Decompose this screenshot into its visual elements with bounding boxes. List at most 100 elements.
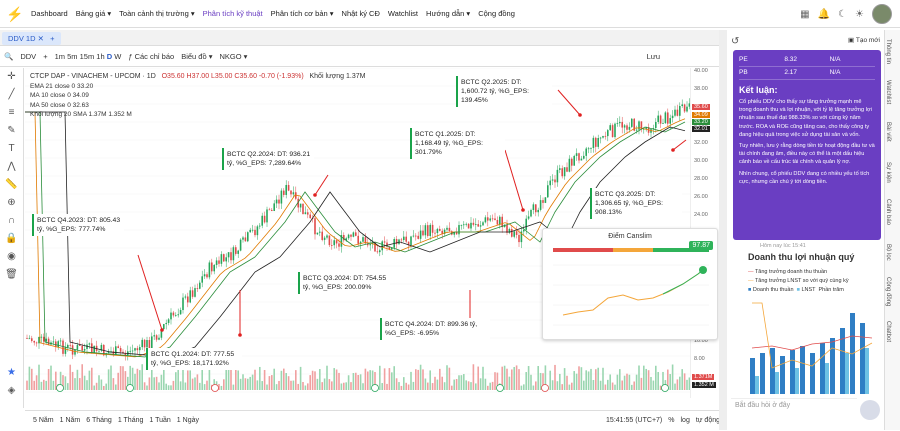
add-icon[interactable]: + (43, 52, 48, 61)
nav-item[interactable]: Phân tích cơ bản ▾ (270, 9, 334, 18)
nav-item[interactable]: Toàn cảnh thị trường ▾ (119, 9, 195, 18)
timeframe-5m[interactable]: 5m (67, 52, 80, 61)
ratio-row: PB 2.17 N/A (739, 67, 875, 80)
earnings-annotation[interactable]: BCTC Q4.2023: DT: 805.43 tỷ, %G_EPS: 777… (32, 214, 124, 236)
drawing-toolbar: ✛ ╱ ≡ ✎ T ⋀ 📏 ⊕ ∩ 🔒 ◉ 🗑 ★ ◈ (0, 68, 24, 408)
panel-divider[interactable] (719, 30, 727, 430)
right-vertical-tabs: Thông tin Watchlist Bài viết Sự kiện Cảnh bá… (884, 30, 900, 430)
ma10-legend[interactable]: MA 10 close 0 34.09 (30, 92, 89, 99)
range-button[interactable]: 1 Năm (59, 417, 81, 424)
app-logo-icon[interactable]: ⚡ (6, 5, 24, 22)
earnings-annotation[interactable]: BCTC Q4.2024: DT: 899.36 tỷ, %G_EPS: -6.… (380, 318, 490, 340)
canslim-chart (553, 248, 709, 326)
legend-percent: Phần trăm (818, 287, 844, 293)
earnings-annotation[interactable]: BCTC Q2.2024: DT: 936.21 tỷ, %G_EPS: 7,2… (222, 148, 314, 170)
nav-item[interactable]: Bảng giá ▾ (75, 9, 112, 18)
indicators-button[interactable]: ƒ Các chỉ báo (128, 52, 175, 61)
bottom-time[interactable]: 15:41:55 (UTC+7) (606, 417, 663, 424)
vtab-bộ-lọc[interactable]: Bộ lọc (885, 243, 891, 261)
earnings-annotation[interactable]: BCTC Q2.2025: DT: 1,600.72 tỷ, %G_EPS: 1… (456, 76, 552, 107)
nav-item[interactable]: Cộng đồng (478, 9, 515, 18)
ratio-cell: 8.32 (784, 56, 797, 63)
canslim-score-badge: 97.87 (689, 241, 713, 250)
sun-icon[interactable]: ☀ (855, 8, 864, 20)
vtab-thông-tin[interactable]: Thông tin (885, 39, 891, 65)
revenue-chart-title: Doanh thu lợi nhuận quý (748, 252, 855, 262)
bottom-pct[interactable]: % (668, 417, 675, 424)
bot-avatar-icon[interactable] (860, 400, 880, 420)
earnings-annotation[interactable]: BCTC Q1.2024: DT: 777.55 tỷ, %G_EPS: 18,… (146, 348, 242, 370)
message-time: Hôm nay lúc 15:41 (760, 243, 806, 249)
nav-item[interactable]: Watchlist (387, 9, 419, 18)
crosshair-icon[interactable]: ✛ (7, 71, 16, 82)
price-tick: 40.00 (694, 68, 708, 74)
earnings-annotation[interactable]: BCTC Q3.2024: DT: 754.55 tỷ, %G_EPS: 200… (298, 272, 390, 294)
exchange-button[interactable]: NKGO ▾ (219, 52, 248, 61)
range-button[interactable]: 1 Tuần (149, 417, 171, 424)
moon-icon[interactable]: ☾ (838, 8, 848, 20)
vtab-chatbot[interactable]: Chatbot (885, 321, 891, 343)
ruler-icon[interactable]: 📏 (5, 179, 18, 190)
grid-icon[interactable]: ▦ (800, 8, 810, 20)
brush-icon[interactable]: ✎ (7, 125, 16, 136)
timeframe-1m[interactable]: 1m (54, 52, 68, 61)
text-icon[interactable]: T (8, 143, 15, 154)
new-chat-button[interactable]: ▣ Tạo mới (848, 37, 880, 44)
bottom-auto[interactable]: tự động (695, 417, 720, 424)
range-button[interactable]: 6 Tháng (86, 417, 112, 424)
bottom-log[interactable]: log (680, 417, 690, 424)
trash-icon[interactable]: 🗑 (5, 269, 18, 280)
range-bar: 5 Năm 1 Năm 6 Tháng 1 Tháng 1 Tuần 1 Ngày 15:4… (25, 410, 720, 430)
tab-ddv[interactable]: DDV 1D ✕ + (2, 32, 61, 45)
price-badge-low: 32.01 (692, 126, 710, 132)
price-tick: 8.00 (694, 356, 705, 362)
avatar[interactable] (872, 4, 892, 24)
earnings-annotation[interactable]: BCTC Q3.2025: DT: 1,306.65 tỷ, %G_EPS: 9… (590, 188, 682, 219)
timeframe-W[interactable]: W (114, 52, 122, 61)
history-icon[interactable]: ↺ (731, 36, 740, 47)
layers-icon[interactable]: ◈ (7, 385, 16, 396)
canslim-widget[interactable]: Điểm Canslim 97.87 (542, 228, 718, 340)
range-button[interactable]: 1 Ngày (176, 417, 199, 424)
timeframe-D[interactable]: D (106, 52, 115, 61)
chart-type-button[interactable]: Biểu đồ ▾ (181, 52, 213, 61)
price-tick: 32.00 (694, 140, 708, 146)
vol20-legend[interactable]: Khối lượng 20 SMA 1.37M 1.352 M (30, 111, 132, 118)
trendline-icon[interactable]: ╱ (8, 89, 15, 100)
nav-item[interactable]: Dashboard (31, 9, 68, 18)
vtab-cộng-đồng[interactable]: Cộng đồng (885, 277, 891, 307)
eye-icon[interactable]: ◉ (7, 251, 16, 262)
star-icon[interactable]: ★ (7, 367, 16, 378)
price-tick: 10.00 (694, 338, 708, 344)
timeframe-15m[interactable]: 15m (79, 52, 97, 61)
ratio-cell: PB (739, 69, 748, 76)
bell-icon[interactable]: 🔔 (817, 8, 831, 20)
timeframe-group: 1m 5m 15m 1h D W (55, 52, 122, 61)
nav-item[interactable]: Nhật ký CĐ (341, 9, 380, 18)
ma50-legend[interactable]: MA 50 close 0 32.63 (30, 101, 89, 109)
magnet-icon[interactable]: ∩ (7, 215, 16, 226)
search-icon[interactable]: 🔍 (4, 52, 14, 61)
ema-legend[interactable]: EMA 21 close 0 33.20 (30, 82, 94, 90)
range-button[interactable]: 1 Tháng (117, 417, 144, 424)
vtab-bài-viết[interactable]: Bài viết (885, 122, 891, 142)
pattern-icon[interactable]: ⋀ (7, 161, 16, 172)
range-button[interactable]: 5 Năm (33, 417, 54, 424)
nav-item[interactable]: Phân tích kỹ thuật (202, 9, 263, 18)
save-button[interactable]: Lưu (646, 52, 660, 61)
symbol-input[interactable]: DDV (20, 52, 37, 61)
fib-icon[interactable]: ≡ (8, 107, 15, 118)
canslim-title: Điểm Canslim (608, 233, 652, 240)
chat-input[interactable]: Bắt đầu hỏi ở đây (731, 398, 857, 412)
conclusion-paragraph-2: Tuy nhiên, lưu ý rằng dòng tiền từ hoạt … (739, 143, 875, 166)
price-badge-ema: 33.20 (692, 119, 710, 125)
vtab-sự-kiện[interactable]: Sự kiện (885, 161, 891, 183)
lock-icon[interactable]: 🔒 (5, 233, 18, 244)
nav-item[interactable]: Hướng dẫn ▾ (426, 9, 471, 18)
vtab-cảnh-báo[interactable]: Cảnh báo (885, 198, 891, 226)
earnings-annotation[interactable]: BCTC Q1.2025: DT: 1,168.49 tỷ, %G_EPS: 3… (410, 128, 505, 159)
zoom-icon[interactable]: ⊕ (7, 197, 16, 208)
timeframe-1h[interactable]: 1h (96, 52, 107, 61)
price-tick: 34.00 (694, 122, 708, 128)
vtab-watchlist[interactable]: Watchlist (885, 79, 891, 105)
